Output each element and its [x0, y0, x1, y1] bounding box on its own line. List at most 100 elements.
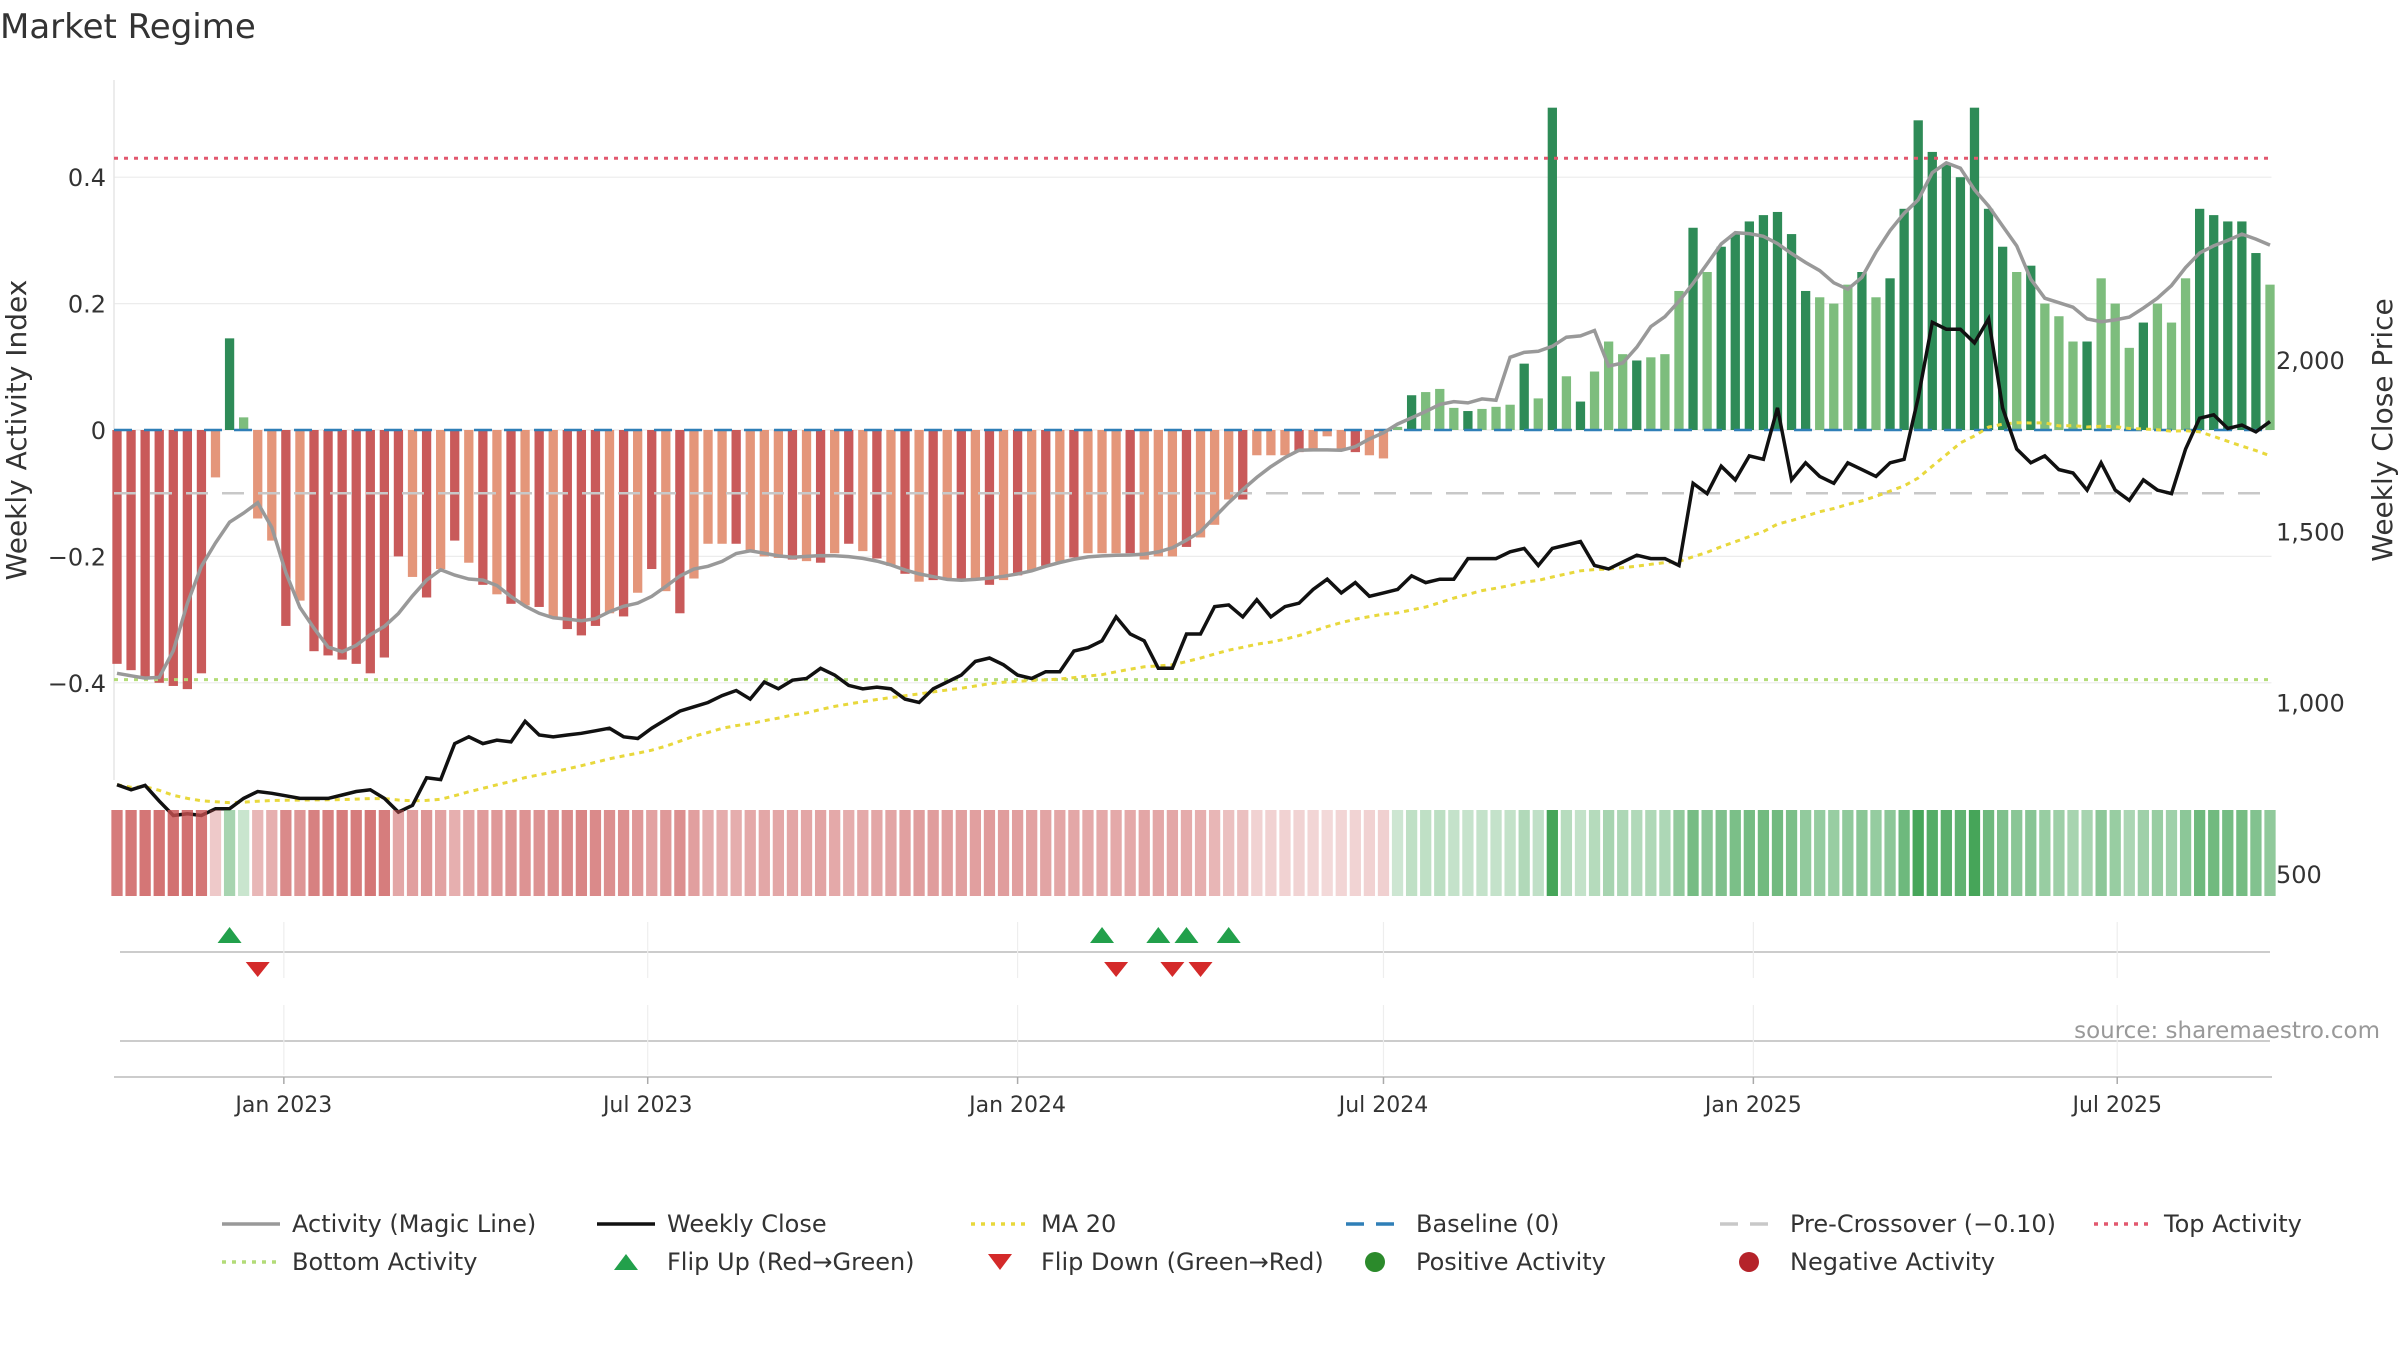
legend-label: Pre-Crossover (−0.10) — [1790, 1210, 2056, 1238]
activity-bar — [1632, 360, 1642, 430]
regime-cell — [420, 810, 433, 896]
activity-bar — [1744, 221, 1754, 430]
regime-cell — [1152, 810, 1164, 896]
activity-bar — [548, 430, 558, 619]
flip-down-marker — [1104, 962, 1129, 977]
regime-cell — [1011, 810, 1024, 896]
activity-bar — [1603, 341, 1614, 430]
regime-cell — [1940, 810, 1952, 896]
activity-bar — [1843, 284, 1853, 430]
activity-bar — [1097, 430, 1107, 554]
regime-cell — [533, 810, 545, 896]
ma20-line — [116, 421, 2271, 805]
activity-bar — [1969, 107, 1980, 431]
legend-item: Weekly Close — [597, 1210, 827, 1238]
legend-label: Positive Activity — [1416, 1248, 1606, 1276]
regime-cell — [1926, 810, 1938, 896]
regime-cell — [1420, 810, 1432, 896]
regime-cell — [702, 810, 714, 896]
regime-cell — [2165, 810, 2178, 896]
regime-cell — [1124, 810, 1136, 896]
legend-item: Pre-Crossover (−0.10) — [1720, 1210, 2056, 1238]
flip-up-marker — [217, 927, 242, 943]
regime-cell — [1026, 810, 1038, 896]
legend-swatch — [1365, 1252, 1385, 1272]
y-left-tick-label: 0.4 — [68, 164, 106, 192]
regime-cell — [2222, 810, 2234, 896]
flip-up-marker — [1174, 927, 1199, 943]
activity-bar — [492, 430, 502, 595]
regime-cell — [1602, 810, 1615, 896]
regime-cell — [1546, 810, 1558, 896]
regime-cell — [674, 810, 686, 896]
regime-cell — [561, 810, 573, 896]
activity-bar — [253, 430, 263, 519]
activity-bar — [2152, 303, 2163, 430]
activity-bar — [1378, 430, 1389, 459]
series-lines — [116, 160, 2272, 818]
regime-cell — [2194, 810, 2206, 896]
regime-cell — [2067, 810, 2079, 896]
activity-bar — [618, 430, 629, 617]
flip-up-marker — [1146, 927, 1171, 943]
legend-swatch — [614, 1254, 638, 1270]
regime-cell — [2109, 810, 2121, 896]
regime-cell — [1898, 810, 1910, 896]
activity-bar — [1646, 357, 1656, 430]
regime-cell — [927, 810, 939, 896]
y-right-label: Weekly Close Price — [2366, 298, 2399, 561]
activity-bar — [365, 430, 375, 674]
regime-cell — [2151, 810, 2164, 896]
regime-cell — [308, 810, 320, 896]
regime-cell — [730, 810, 742, 896]
activity-bar — [1012, 430, 1023, 576]
activity-bar — [1027, 430, 1037, 571]
activity-bar — [506, 430, 516, 604]
activity-bar — [224, 338, 235, 430]
regime-cell — [716, 810, 728, 896]
regime-cell — [2264, 810, 2276, 896]
y-right-tick-label: 500 — [2276, 861, 2322, 889]
activity-bar — [1730, 234, 1740, 430]
activity-bar — [267, 430, 277, 541]
regime-cell — [1434, 810, 1446, 896]
activity-bars — [112, 107, 2275, 690]
regime-cell — [294, 810, 306, 896]
regime-cell — [139, 810, 151, 896]
regime-cell — [2137, 810, 2149, 896]
activity-bar — [2124, 347, 2134, 430]
regime-cell — [1223, 810, 1235, 896]
regime-cell — [1476, 810, 1488, 896]
activity-bar — [1449, 407, 1459, 430]
regime-cell — [1701, 810, 1713, 896]
chart-title: Market Regime — [0, 7, 256, 47]
regime-cell — [2095, 810, 2107, 896]
regime-cell — [1968, 810, 1981, 896]
activity-bar — [703, 430, 713, 544]
activity-bar — [844, 430, 854, 544]
legend-label: Flip Up (Red→Green) — [667, 1248, 915, 1276]
activity-bar — [1364, 430, 1375, 456]
legend-item: Positive Activity — [1365, 1248, 1606, 1276]
y-left-tick-label: −0.2 — [48, 543, 106, 571]
legend-label: Flip Down (Green→Red) — [1041, 1248, 1324, 1276]
regime-cell — [477, 810, 489, 896]
activity-bar — [1997, 246, 2008, 430]
activity-bar — [2265, 284, 2275, 430]
regime-cell — [1771, 810, 1784, 896]
activity-bar — [2068, 341, 2078, 430]
activity-bar — [1125, 430, 1135, 554]
activity-bar — [1491, 406, 1501, 430]
activity-bar — [801, 430, 812, 562]
regime-cell — [1405, 810, 1418, 896]
regime-cell — [1799, 810, 1812, 896]
y-left-tick-label: −0.4 — [48, 670, 106, 698]
activity-bar — [520, 430, 530, 606]
activity-bar — [858, 430, 868, 552]
legend-label: Top Activity — [2163, 1210, 2302, 1238]
activity-bar — [886, 430, 896, 566]
y-right-tick-label: 1,500 — [2276, 518, 2345, 546]
x-tick-label: Jul 2023 — [601, 1093, 693, 1118]
regime-cell — [1785, 810, 1798, 896]
